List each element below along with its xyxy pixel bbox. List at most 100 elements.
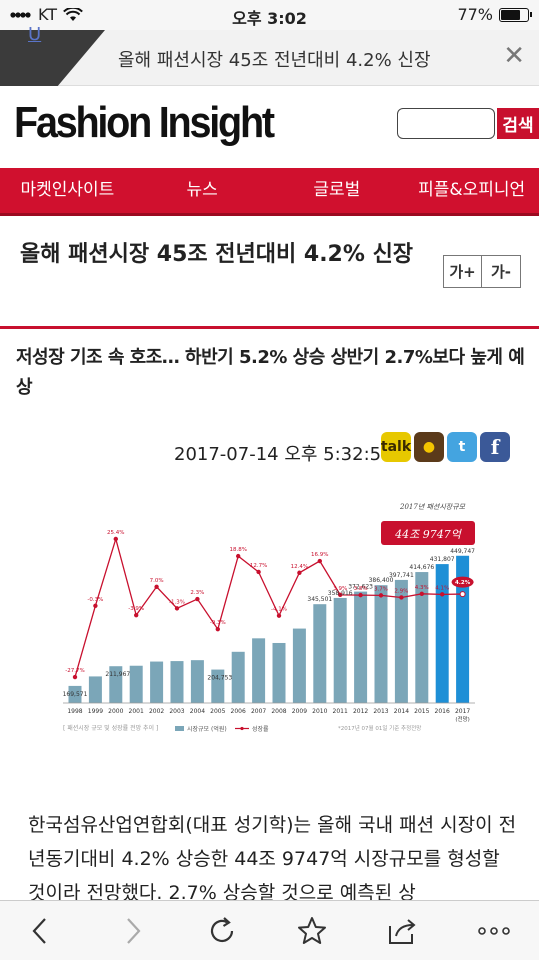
more-icon[interactable] [474,911,514,951]
bar-value-label: 204,753 [207,675,232,682]
growth-rate-point [378,593,384,598]
value-callout-text: 44조 9747억 [394,528,463,541]
battery-icon [499,7,532,22]
growth-rate-label: 3.7% [374,586,388,592]
x-tick-note: (전망) [455,715,469,723]
chart-bar-1999 [88,676,102,703]
forward-icon[interactable] [113,911,153,951]
x-tick-label: 1998 [67,708,82,715]
x-tick-label: 2009 [292,708,307,715]
chart-bar-2007 [252,638,266,703]
growth-rate-point [195,596,200,602]
chart-bar-2004 [190,660,204,703]
x-tick-label: 2004 [190,708,205,715]
chart-bar-2003 [170,661,184,703]
chart-bar-2013 [374,585,388,703]
nav-item-people-opinion[interactable]: 피플&오피니언 [418,180,526,200]
growth-rate-point [297,570,302,575]
bar-value-label: 169,571 [63,691,88,698]
facebook-icon[interactable]: f [480,432,510,462]
growth-rate-point [72,674,78,680]
font-increase-button[interactable]: 가+ [443,255,482,288]
search-button[interactable]: 검색 [497,108,539,139]
signal-icon [10,11,31,18]
nav-item-news[interactable]: 뉴스 [186,180,218,200]
growth-rate-point [215,626,221,632]
font-size-controls: 가+ 가- [443,255,521,288]
x-tick-label: 2001 [129,708,144,715]
x-tick-label: 2011 [333,708,348,715]
topbar-title: 올해 패션시장 45조 전년대비 4.2% 신장 [118,50,431,71]
share-buttons: talk ● t f [381,432,510,462]
nav-divider [0,213,539,216]
x-tick-label: 2005 [210,708,225,715]
growth-rate-point [358,592,363,598]
search-input[interactable] [397,108,495,139]
growth-rate-point [419,591,424,597]
growth-callout [451,576,474,588]
handwritten-annotation: 2017년 패션시장규모 [399,503,466,511]
back-corner[interactable] [0,30,105,86]
growth-rate-label: -0.3% [87,597,103,603]
kakaotalk-icon[interactable]: talk [381,432,411,462]
wifi-icon [63,7,83,21]
kakaostory-icon[interactable]: ● [414,432,444,462]
growth-rate-point [459,591,466,598]
chart-bar-2008 [272,642,286,703]
growth-rate-line [74,536,463,678]
nav-item-global[interactable]: 글로벌 [313,180,361,200]
growth-rate-label: 2.3% [190,590,204,596]
share-icon[interactable] [382,911,422,951]
bar-value-label: 397,741 [389,572,414,579]
growth-rate-label: 4.3% [415,585,429,591]
chart-bar-2001 [129,665,143,703]
growth-rate-label: 4.1% [435,585,449,591]
carrier-label: KT [38,5,58,24]
back-icon[interactable] [20,911,60,951]
bar-value-label: 358,916 [328,590,353,597]
growth-rate-label: 4.2% [455,580,471,586]
chart-bar-2000 [109,666,123,703]
x-tick-label: 2000 [108,708,123,715]
bookmark-star-icon[interactable] [292,911,332,951]
growth-rate-point [276,613,282,618]
growth-rate-label: 18.8% [229,547,246,553]
article-title-bar: U 올해 패션시장 45조 전년대비 4.2% 신장 ✕ [0,24,539,86]
x-tick-label: 2015 [414,708,429,715]
chart-bar-2010 [313,604,327,703]
status-time: 오후 3:02 [232,9,307,28]
growth-rate-point [338,592,343,598]
growth-rate-label: -1.3% [169,599,185,605]
x-tick-label: 2017 [455,708,470,715]
reload-icon[interactable] [202,911,242,951]
growth-rate-label: 12.4% [291,564,308,570]
article-date: 2017-07-14 오후 5:32:53 [174,444,393,465]
value-callout-box [381,521,475,545]
status-left: KT [10,5,83,24]
bar-value-label: 414,676 [409,564,434,571]
headline-divider [0,326,539,329]
legend-bar-label: 시장규모 (억원) [187,725,227,733]
growth-rate-point [317,558,322,564]
font-decrease-button[interactable]: 가- [482,255,521,288]
close-icon[interactable]: ✕ [503,41,525,71]
growth-rate-point [154,584,159,590]
chart-bar-2005 [211,669,225,703]
site-logo[interactable]: Fashion Insight [14,98,275,147]
growth-rate-label: 12.7% [250,563,267,569]
x-tick-label: 2003 [169,708,184,715]
legend-bar-swatch [175,726,184,731]
growth-rate-point [440,592,445,597]
growth-rate-point [236,553,241,559]
corner-link[interactable]: U [28,24,42,45]
site-header: Fashion Insight 검색 [0,86,539,168]
x-tick-label: 2010 [312,708,327,715]
growth-rate-point [174,606,180,611]
chart-bar-2009 [292,628,306,703]
chart-bar-1998 [68,685,82,703]
growth-rate-label: 2.9% [394,588,408,594]
nav-item-market-insight[interactable]: 마켓인사이트 [20,180,115,200]
chart-bar-2006 [231,651,245,703]
x-tick-label: 2016 [435,708,450,715]
twitter-icon[interactable]: t [447,432,477,462]
